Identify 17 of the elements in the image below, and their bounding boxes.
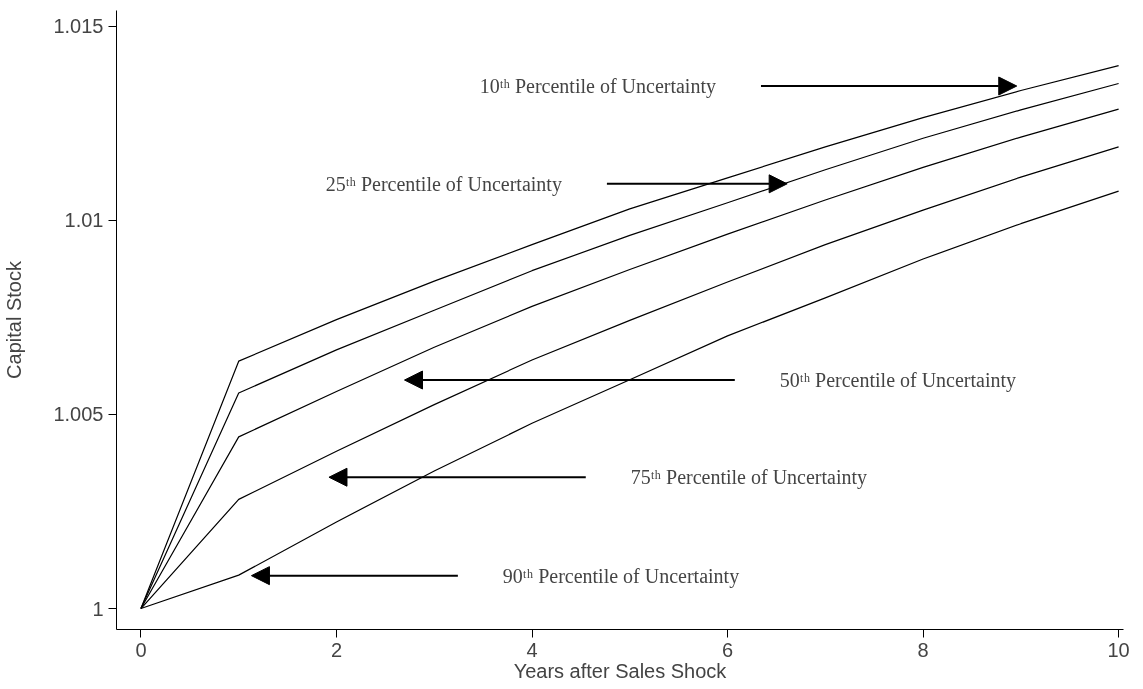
x-tick-label: 4 [526, 638, 538, 661]
annotation: 90ᵗʰ Percentile of Uncertainty [502, 564, 740, 588]
annotation: 75ᵗʰ Percentile of Uncertainty [630, 466, 868, 490]
x-tick-label: 0 [135, 638, 147, 661]
x-tick-label: 8 [917, 638, 929, 661]
annotation: 50ᵗʰ Percentile of Uncertainty [779, 369, 1017, 393]
y-tick-label: 1.015 [53, 15, 104, 38]
x-tick-label: 6 [721, 638, 734, 661]
annotation: 10ᵗʰ Percentile of Uncertainty [479, 75, 716, 99]
x-tick-label: 10 [1107, 638, 1130, 661]
x-tick-label: 2 [330, 638, 343, 661]
annotation: 25ᵗʰ Percentile of Uncertainty [325, 172, 562, 196]
y-tick-label: 1.005 [53, 403, 104, 426]
y-axis-title: Capital Stock [3, 260, 26, 379]
x-axis-title: Years after Sales Shock [513, 659, 728, 682]
y-tick-label: 1.01 [64, 209, 104, 232]
y-tick-label: 1 [92, 597, 104, 620]
